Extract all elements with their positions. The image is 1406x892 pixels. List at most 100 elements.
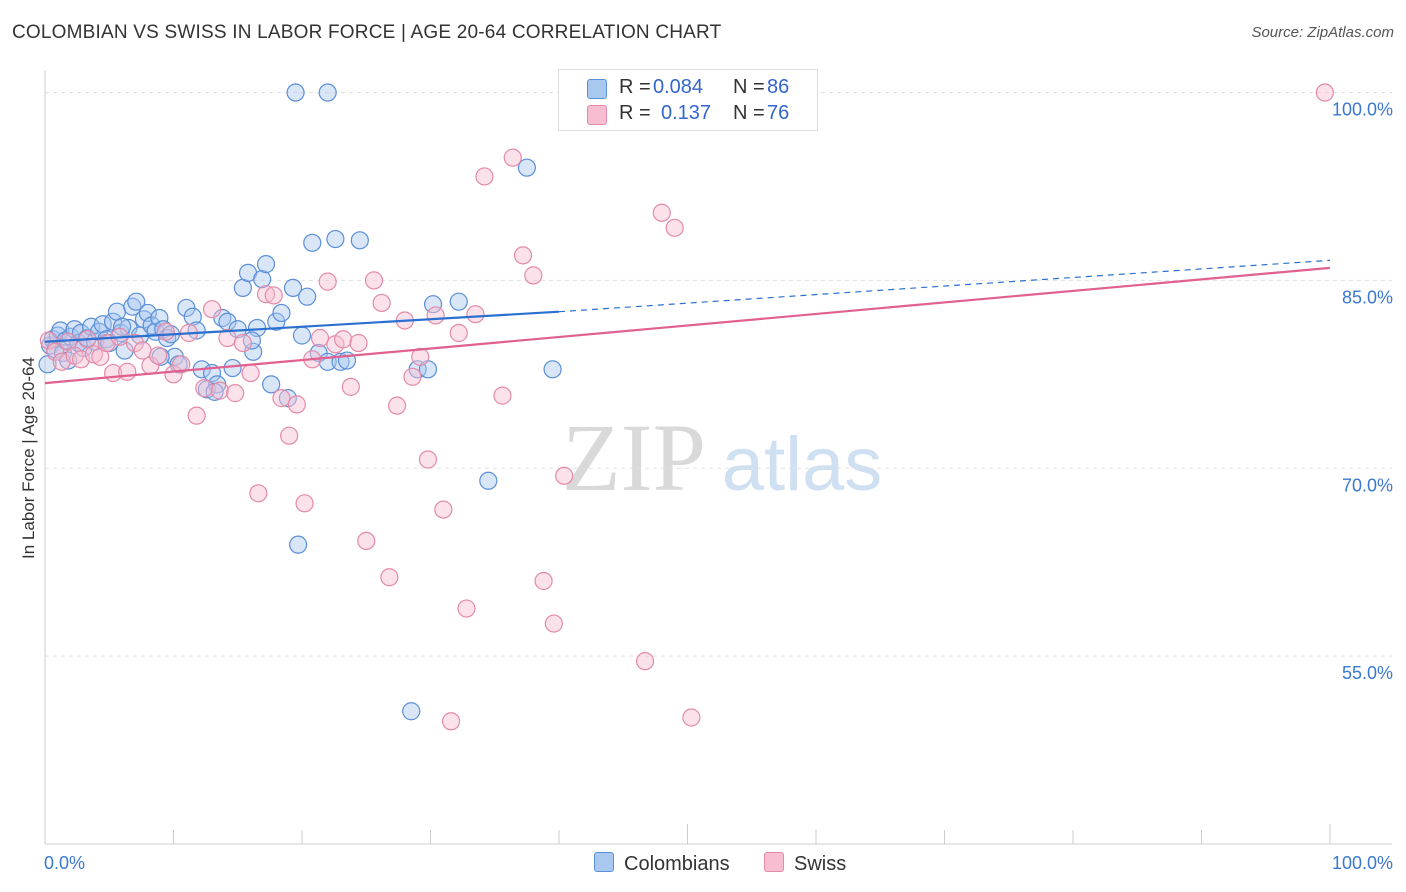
swiss-point: [1315, 83, 1334, 102]
swiss-point: [503, 148, 522, 167]
swiss-swatch: [764, 852, 784, 872]
swiss-point: [241, 363, 260, 383]
r-value: 0.137: [661, 102, 712, 124]
swiss-point: [380, 568, 399, 587]
swiss-point: [334, 330, 353, 349]
colombians-point: [256, 255, 276, 274]
swiss-point: [233, 333, 252, 353]
colombians-point: [423, 295, 443, 314]
swiss-point: [341, 377, 360, 396]
colombians-point: [262, 375, 281, 394]
source-label: Source: ZipAtlas.com: [1251, 24, 1394, 41]
n-label: N =: [733, 102, 765, 124]
swiss-point: [411, 347, 430, 366]
swiss-point: [534, 571, 553, 591]
swiss-point: [418, 450, 438, 469]
r-label: R =: [619, 76, 651, 98]
colombians-point: [278, 389, 297, 408]
legend-label-swiss: Swiss: [794, 853, 847, 875]
swiss-point: [665, 218, 684, 237]
swiss-trend-line: [44, 266, 1331, 385]
y-tick-label: 55.0%: [1342, 663, 1393, 683]
swiss-point: [280, 426, 299, 445]
swiss-point: [187, 406, 206, 425]
swiss-point: [441, 712, 461, 731]
n-label: N =: [733, 76, 765, 98]
chart-title: COLOMBIAN VS SWISS IN LABOR FORCE | AGE …: [12, 22, 722, 43]
swiss-point: [46, 342, 65, 361]
colombians-trend-line: [44, 310, 560, 343]
swiss-point: [164, 365, 183, 384]
swiss-point: [172, 355, 191, 374]
watermark-atlas: atlas: [722, 422, 883, 507]
colombians-point: [298, 287, 317, 306]
swiss-point: [493, 386, 512, 405]
colombians-point: [283, 278, 303, 298]
colombians-point: [233, 278, 252, 298]
swiss-point: [513, 246, 533, 265]
y-axis-label: In Labor Force | Age 20-64: [19, 357, 38, 559]
swiss-point: [256, 285, 276, 304]
swiss-point: [555, 466, 574, 485]
y-tick-label: 70.0%: [1342, 475, 1393, 495]
legend-label-colombians: Colombians: [624, 853, 730, 875]
colombians-swatch: [587, 79, 607, 99]
colombians-point: [350, 231, 369, 250]
swiss-point: [349, 333, 368, 353]
n-value: 86: [767, 76, 790, 98]
swiss-point: [118, 362, 137, 381]
x-tick-label-min: 0.0%: [44, 853, 85, 873]
swiss-point: [195, 379, 214, 398]
y-tick-labels: 55.0% 70.0% 85.0% 100.0%: [1332, 100, 1393, 684]
swiss-point: [364, 271, 384, 290]
swiss-point: [148, 346, 168, 365]
swiss-point: [226, 384, 245, 403]
swiss-point: [287, 395, 306, 414]
swiss-point: [264, 286, 283, 305]
colombians-point: [303, 233, 322, 252]
colombians-point: [517, 158, 536, 177]
y-tick-label: 100.0%: [1332, 100, 1393, 120]
watermark: ZIP atlas: [562, 404, 882, 511]
x-tick-labels: 0.0% 100.0%: [44, 853, 1393, 873]
swiss-point: [652, 203, 671, 222]
colombians-point: [107, 302, 127, 321]
swiss-point: [310, 328, 330, 348]
swiss-point: [156, 322, 175, 341]
legend-series: Colombians Swiss: [0, 852, 1406, 878]
legend-item-swiss[interactable]: Swiss: [764, 852, 846, 876]
axes: [44, 70, 1392, 845]
colombians-point: [286, 83, 305, 102]
colombians-point: [272, 303, 291, 323]
swiss-point: [133, 341, 152, 360]
swiss-point: [426, 306, 445, 325]
swiss-point: [475, 167, 494, 186]
swiss-point: [457, 599, 476, 618]
colombians-point: [318, 83, 337, 102]
colombians-swatch: [594, 852, 614, 872]
colombians-point: [127, 292, 146, 311]
r-label: R =: [619, 102, 651, 124]
n-value: 76: [767, 102, 790, 124]
colombians-point: [292, 326, 312, 345]
swiss-point: [249, 484, 268, 503]
swiss-point: [682, 708, 701, 727]
swiss-point: [318, 272, 337, 291]
colombians-point: [479, 471, 498, 490]
swiss-point: [372, 293, 391, 313]
swiss-point: [403, 367, 422, 386]
colombians-point: [449, 292, 468, 311]
swiss-point: [434, 500, 453, 519]
swiss-point: [524, 266, 543, 285]
colombians-point: [289, 535, 308, 554]
colombians-point: [253, 270, 272, 289]
swiss-point: [466, 305, 485, 324]
y-tick-label: 85.0%: [1342, 287, 1393, 307]
colombians-point: [402, 702, 421, 721]
legend-item-colombians[interactable]: Colombians: [594, 852, 730, 876]
colombians-point: [267, 312, 286, 331]
swiss-point: [210, 381, 229, 400]
trend-lines: [44, 259, 1331, 385]
x-tick-label-max: 100.0%: [1332, 853, 1393, 873]
